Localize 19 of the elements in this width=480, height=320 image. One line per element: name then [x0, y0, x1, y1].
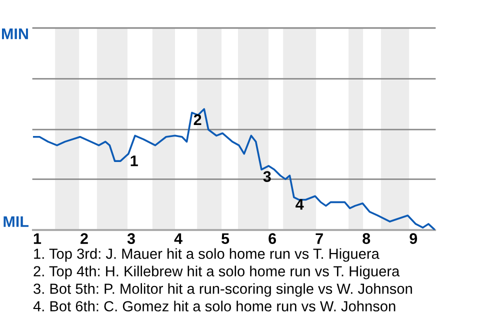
x-tick-label: 6 — [268, 233, 276, 244]
x-tick-label: 7 — [316, 233, 323, 244]
annotation: 3 — [263, 171, 271, 182]
x-tick-label: 1 — [34, 233, 42, 244]
annotation: 2 — [194, 114, 202, 125]
x-tick-label: 3 — [127, 233, 135, 244]
text: MIL — [4, 216, 29, 227]
annotation: 4 — [296, 199, 304, 210]
x-tick-label: 5 — [222, 233, 230, 244]
text: 2. Top 4th: H. Killebrew hit a solo home run vs T. Higuera — [34, 266, 400, 280]
x-tick-label: 8 — [362, 233, 370, 244]
x-tick-label: 9 — [410, 233, 418, 244]
x-tick-label: 2 — [80, 233, 88, 244]
text: 1. Top 3rd: J. Mauer hit a solo home run vs T. Higuera — [34, 248, 380, 262]
text: 3. Bot 5th: P. Molitor hit a run-scoring single vs W. Johnson — [34, 283, 412, 297]
annotation: 1 — [130, 156, 138, 166]
text: 4. Bot 6th: C. Gomez hit a solo home run vs W. Johnson — [33, 300, 396, 312]
x-tick-label: 4 — [174, 233, 182, 244]
text: MIN — [2, 28, 28, 40]
